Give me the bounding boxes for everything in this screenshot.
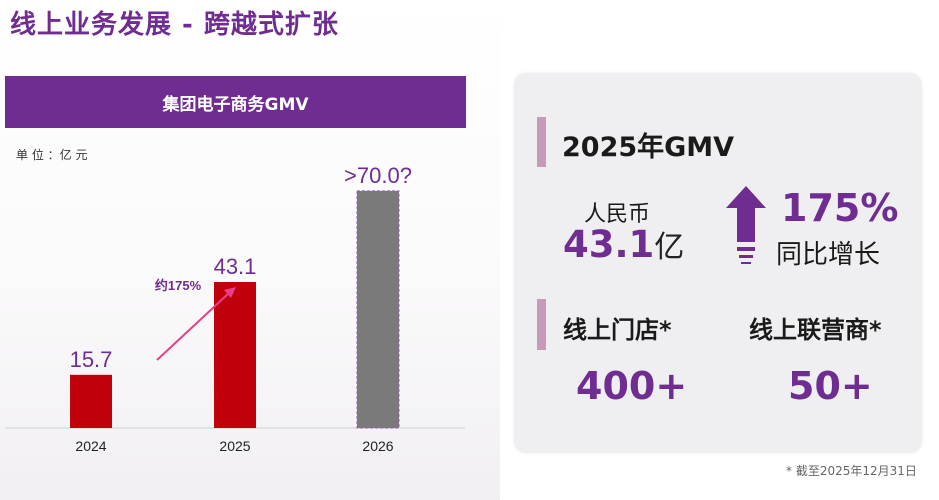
page-title: 线上业务发展 - 跨越式扩张 <box>10 10 339 40</box>
accent-bar-stores <box>537 299 546 350</box>
bar-2024 <box>70 374 112 428</box>
dealers-label: 线上联营商* <box>749 316 882 344</box>
stores-label: 线上门店* <box>563 316 672 344</box>
accent-bar-gmv <box>537 117 546 167</box>
footnote: * 截至2025年12月31日 <box>786 464 917 478</box>
x-tick-label-2024: 2024 <box>75 438 106 454</box>
rmb-value-block: 43.1亿 <box>563 222 684 266</box>
x-tick-label-2025: 2025 <box>219 438 250 454</box>
unit-label: 单 位 ：亿 元 <box>16 148 88 162</box>
rmb-label: 人民币 <box>584 202 651 227</box>
chart-header: 集团电子商务GMV <box>5 76 466 128</box>
gmv-title: 2025年GMV <box>562 132 735 163</box>
data-label-2026: >70.0? <box>344 163 412 188</box>
growth-annotation: 约175% <box>155 278 202 293</box>
summary-card <box>514 73 922 453</box>
data-label-2024: 15.7 <box>70 347 113 372</box>
rmb-unit: 亿 <box>654 230 685 265</box>
growth-label: 同比增长 <box>776 240 881 270</box>
stores-value: 400+ <box>576 364 688 408</box>
dealers-value: 50+ <box>788 364 873 408</box>
bar-2025 <box>214 281 256 428</box>
gmv-bar-chart: 15.7 2024 43.1 2025 >70.0? 2026 约175% <box>5 163 465 454</box>
bar-2026 <box>356 190 400 429</box>
chart-header-label: 集团电子商务GMV <box>162 94 309 115</box>
growth-arrow-line <box>156 292 230 361</box>
x-tick-label-2026: 2026 <box>362 438 393 454</box>
growth-arrow-head <box>224 287 236 298</box>
growth-value: 175% <box>781 186 899 230</box>
growth-arrow-icon <box>726 186 766 264</box>
data-label-2025: 43.1 <box>214 254 257 279</box>
rmb-value: 43.1 <box>563 223 655 266</box>
